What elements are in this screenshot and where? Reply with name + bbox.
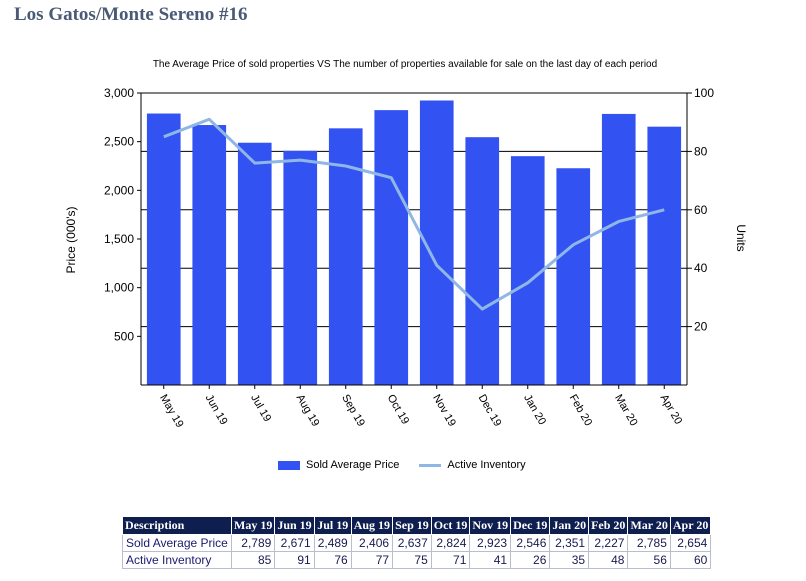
table-cell: 2,227 xyxy=(588,534,629,552)
legend-label-inventory: Active Inventory xyxy=(447,459,526,471)
x-tick-labels: May 19 Jun 19 Jul 19 Aug 19 Sep 19 Oct 19 Nov … xyxy=(157,385,684,430)
bar-sold-average-price xyxy=(374,110,409,385)
gridlines xyxy=(141,92,687,328)
left-tick-label: 1,000 xyxy=(104,281,134,295)
table-header-period: Jun 19 xyxy=(274,516,315,535)
bar-sold-average-price xyxy=(465,137,500,385)
table-header-period: Sep 19 xyxy=(392,516,432,535)
bar-sold-average-price xyxy=(556,168,591,385)
x-tick-label: May 19 xyxy=(157,393,185,430)
table-body: Sold Average Price 2,789 2,671 2,489 2,406 2,… xyxy=(122,534,712,569)
legend-swatch-line xyxy=(419,463,442,467)
table-header-period: Jul 19 xyxy=(313,516,352,535)
bar-sold-average-price xyxy=(328,128,363,385)
table-cell: 71 xyxy=(430,551,471,569)
right-tick-label: 20 xyxy=(694,320,708,334)
table-row-label: Sold Average Price xyxy=(122,534,232,552)
x-tick-label: Feb 20 xyxy=(567,393,595,429)
table-header-period: Feb 20 xyxy=(588,516,629,535)
table-cell: 48 xyxy=(588,551,629,569)
active-inventory-line xyxy=(163,117,665,311)
table-header-description: Description xyxy=(122,516,232,535)
table-header-row: Description May 19 Jun 19 Jul 19 Aug 19 Sep 1… xyxy=(122,516,712,535)
table-cell: 2,824 xyxy=(430,534,471,552)
bar-sold-average-price xyxy=(146,113,181,386)
table-header-period: Dec 19 xyxy=(510,516,551,535)
table-row: Sold Average Price 2,789 2,671 2,489 2,406 2,… xyxy=(122,534,712,552)
table-header-period: Mar 20 xyxy=(627,516,671,535)
table-cell: 60 xyxy=(669,551,712,569)
right-tick-label: 100 xyxy=(694,86,714,100)
table-cell: 76 xyxy=(313,551,352,569)
bars xyxy=(146,100,682,386)
table-row: Active Inventory 85 91 76 77 75 71 41 26 35 48 56 60 xyxy=(122,551,712,569)
combo-chart: The Average Price of sold properties VS … xyxy=(64,59,748,430)
table-cell: 2,923 xyxy=(469,534,512,552)
x-tick-label: Sep 19 xyxy=(339,393,367,429)
right-tick-label: 40 xyxy=(694,261,708,275)
table-cell: 2,785 xyxy=(627,534,671,552)
bar-sold-average-price xyxy=(510,156,545,385)
left-tick-label: 3,000 xyxy=(104,86,134,100)
right-tick-labels: 20 40 60 80 100 xyxy=(687,86,714,334)
x-tick-label: Apr 20 xyxy=(658,393,685,427)
table-cell: 2,671 xyxy=(274,534,315,552)
table-cell: 2,351 xyxy=(549,534,590,552)
x-tick-label: Mar 20 xyxy=(612,393,640,429)
table-header-period: Apr 20 xyxy=(669,516,712,535)
legend-label-price: Sold Average Price xyxy=(306,459,400,471)
x-tick-label: Oct 19 xyxy=(385,393,412,427)
bar-sold-average-price xyxy=(283,150,318,385)
x-tick-label: Jan 20 xyxy=(521,393,548,428)
left-tick-label: 2,000 xyxy=(104,183,134,197)
table-header-period: Oct 19 xyxy=(430,516,471,535)
table-cell: 2,654 xyxy=(669,534,712,552)
x-tick-label: Dec 19 xyxy=(476,393,504,429)
table-header-period: Aug 19 xyxy=(350,516,394,535)
left-tick-label: 1,500 xyxy=(104,232,134,246)
chart-title: The Average Price of sold properties VS … xyxy=(153,59,657,70)
table-cell: 91 xyxy=(274,551,315,569)
bar-sold-average-price xyxy=(601,113,636,385)
left-tick-labels: 500 1,000 1,500 2,000 2,500 3,000 xyxy=(104,86,141,343)
table-cell: 85 xyxy=(230,551,276,569)
table-cell: 77 xyxy=(350,551,394,569)
right-tick-label: 60 xyxy=(694,203,708,217)
table-cell: 2,546 xyxy=(510,534,551,552)
bar-sold-average-price xyxy=(647,126,682,385)
x-tick-label: Jul 19 xyxy=(248,393,273,424)
table-cell: 2,489 xyxy=(313,534,352,552)
bar-sold-average-price xyxy=(192,125,227,385)
table-header-period: Jan 20 xyxy=(549,516,590,535)
table-row-label: Active Inventory xyxy=(122,551,232,569)
x-tick-label: Aug 19 xyxy=(294,393,322,429)
legend: Sold Average Price Active Inventory xyxy=(278,459,526,471)
table-cell: 75 xyxy=(392,551,432,569)
left-tick-label: 2,500 xyxy=(104,135,134,149)
table-header-period: May 19 xyxy=(230,516,276,535)
table-cell: 2,637 xyxy=(392,534,432,552)
legend-swatch-bars xyxy=(278,460,300,470)
x-tick-label: Jun 19 xyxy=(203,393,230,428)
table-cell: 41 xyxy=(469,551,512,569)
bar-sold-average-price xyxy=(237,142,272,385)
data-table: Description May 19 Jun 19 Jul 19 Aug 19 Sep 1… xyxy=(122,516,712,569)
page-title: Los Gatos/Monte Sereno #16 xyxy=(14,4,248,25)
y2-axis-label: Units xyxy=(734,224,748,251)
x-tick-label: Nov 19 xyxy=(430,393,458,429)
table-cell: 26 xyxy=(510,551,551,569)
table-cell: 2,789 xyxy=(230,534,276,552)
table-header-period: Nov 19 xyxy=(469,516,512,535)
table-cell: 2,406 xyxy=(350,534,394,552)
y-axis-label: Price (000's) xyxy=(64,207,78,274)
table-cell: 56 xyxy=(627,551,671,569)
left-tick-label: 500 xyxy=(114,329,134,343)
right-tick-label: 80 xyxy=(694,144,708,158)
table-cell: 35 xyxy=(549,551,590,569)
